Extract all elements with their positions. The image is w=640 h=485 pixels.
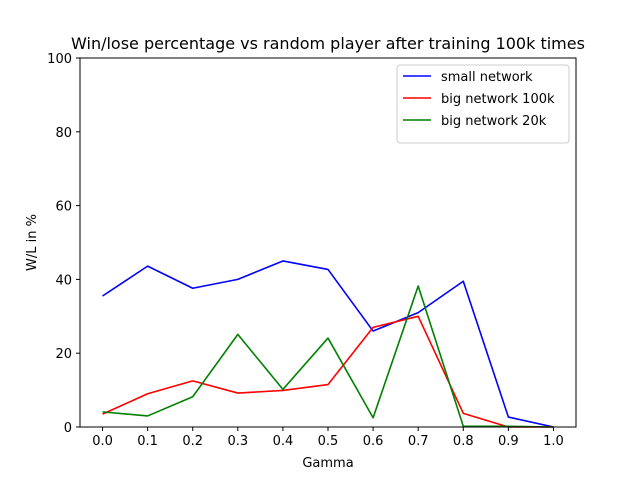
legend-label: small network [441,70,533,85]
x-tick-label: 0.3 [227,434,248,449]
series-lines [102,260,554,428]
y-tick-label: 60 [55,200,72,215]
x-axis-ticks: 0.0 0.1 0.2 0.3 0.4 0.5 0.6 0.7 0.8 0.9 1.0 [92,427,564,449]
legend-label: big network 100k [441,92,555,107]
series-line-big-network-20k [102,285,554,428]
y-tick-label: 20 [55,347,72,362]
legend-label: big network 20k [441,114,547,129]
y-tick-label: 100 [47,52,72,67]
y-tick-label: 40 [55,273,72,288]
legend: small network big network 100k big network… [396,64,570,144]
x-tick-label: 0.4 [273,434,294,449]
x-tick-label: 0.0 [92,434,113,449]
x-axis-label: Gamma [302,456,353,471]
y-tick-label: 0 [64,421,72,436]
x-tick-label: 0.2 [182,434,203,449]
x-tick-label: 1.0 [543,434,564,449]
chart-title: Win/lose percentage vs random player aft… [71,34,585,53]
x-tick-label: 0.1 [137,434,158,449]
series-line-big-network-100k [102,315,554,428]
y-tick-label: 80 [55,126,72,141]
y-axis-label: W/L in % [25,214,40,271]
x-tick-label: 0.9 [498,434,519,449]
y-axis-ticks: 0 20 40 60 80 100 [47,52,80,436]
x-tick-label: 0.5 [318,434,339,449]
x-tick-label: 0.7 [408,434,429,449]
legend-box [396,64,570,144]
x-tick-label: 0.8 [453,434,474,449]
x-tick-label: 0.6 [363,434,384,449]
series-line-small-network [102,260,554,428]
